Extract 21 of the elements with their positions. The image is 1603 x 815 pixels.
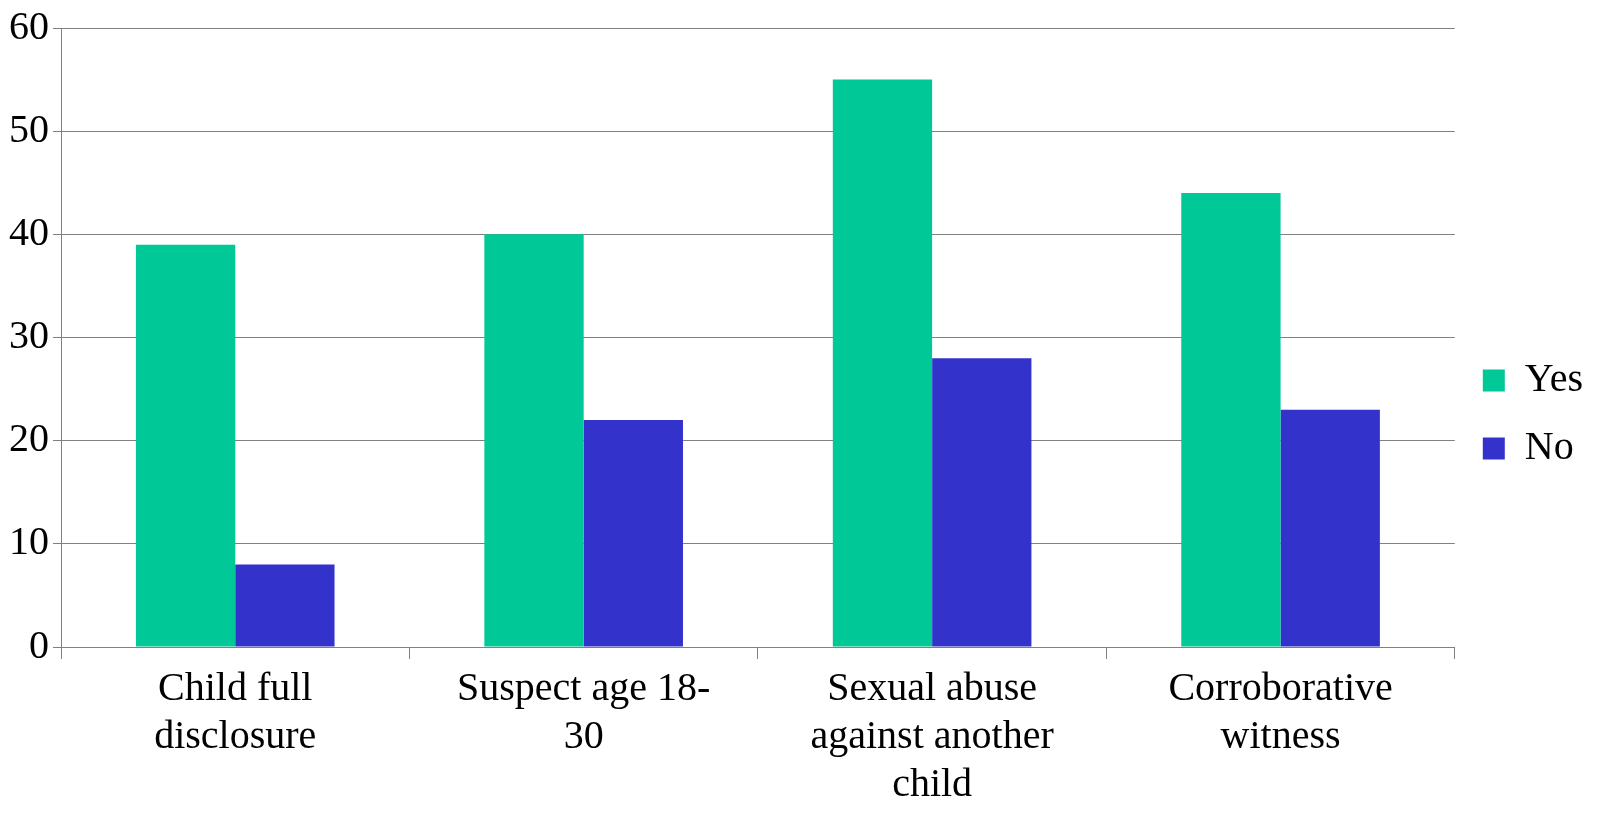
x-tick-label: Sexual abuse against another child (810, 663, 1054, 805)
bar (235, 564, 335, 647)
bar (932, 358, 1032, 647)
bar (135, 244, 236, 647)
y-tick-label: 10 (9, 518, 49, 564)
y-tick-label: 50 (9, 105, 49, 151)
bar (484, 234, 584, 647)
legend-label: Yes (1524, 355, 1583, 400)
y-tick-label: 20 (9, 415, 49, 461)
bar (583, 420, 683, 647)
x-tick-label: Suspect age 18-30 (457, 663, 711, 757)
x-tick-label: Corroborative witness (1168, 663, 1393, 757)
y-tick-label: 30 (9, 312, 49, 357)
y-tick-label: 0 (29, 621, 49, 667)
bar (1280, 409, 1380, 647)
legend-label: No (1524, 423, 1574, 468)
bar (832, 79, 933, 647)
x-tick-label: Child full disclosure (154, 663, 317, 757)
y-tick-label: 60 (9, 2, 49, 48)
bar (1181, 193, 1281, 647)
y-tick-label: 40 (9, 208, 49, 254)
